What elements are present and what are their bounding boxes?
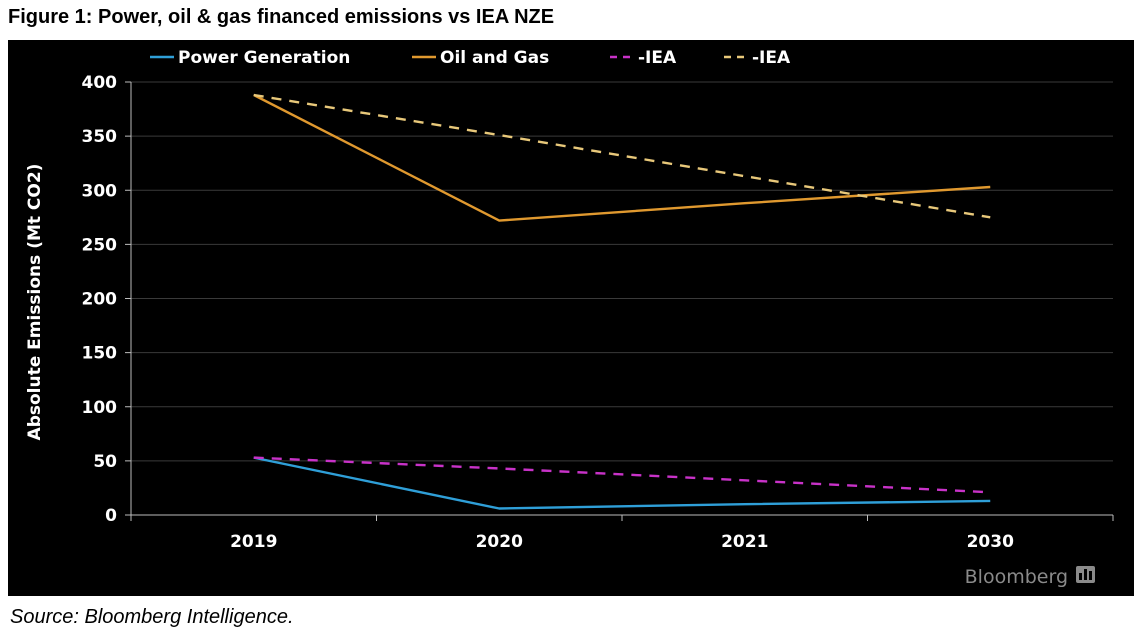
series-line-2 [253, 93, 991, 222]
y-tick-label: 0 [105, 506, 117, 526]
series-line-1 [253, 456, 991, 510]
legend: Power Generation Oil and Gas -IEA -IEA [150, 48, 791, 68]
figure-title: Figure 1: Power, oil & gas financed emis… [8, 6, 555, 28]
y-tick-label: 150 [82, 344, 118, 364]
series-line-4 [253, 93, 991, 219]
y-tick-label: 350 [82, 127, 118, 147]
legend-label: -IEA [752, 48, 791, 68]
emissions-line-chart: 0 50 100 150 200 250 300 350 400 2019 2020 2021 2030… [25, 48, 1114, 588]
series-lines [253, 93, 991, 510]
axes: 0 50 100 150 200 250 300 350 400 2019 2020 2021 2030 [82, 73, 1114, 552]
x-tick-label: 2021 [721, 532, 768, 552]
legend-label: Power Generation [178, 48, 350, 68]
source-note: Source: Bloomberg Intelligence. [10, 606, 294, 628]
series-line-3 [253, 456, 991, 494]
bloomberg-logo-icon [1076, 566, 1095, 583]
y-tick-label: 200 [82, 290, 118, 310]
x-tick-label: 2030 [967, 532, 1014, 552]
x-tick-label: 2020 [476, 532, 523, 552]
x-tick-label: 2019 [230, 532, 277, 552]
gridlines [131, 81, 1113, 462]
bloomberg-logo: Bloomberg [965, 566, 1095, 588]
y-tick-label: 100 [82, 398, 118, 418]
watermark-text: Bloomberg [965, 566, 1068, 588]
y-tick-label: 300 [82, 181, 118, 201]
y-tick-label: 50 [93, 452, 117, 472]
legend-label: -IEA [638, 48, 677, 68]
legend-label: Oil and Gas [440, 48, 549, 68]
y-tick-label: 400 [82, 73, 118, 93]
y-tick-label: 250 [82, 235, 118, 255]
chart-container: 0 50 100 150 200 250 300 350 400 2019 2020 2021 2030… [8, 40, 1134, 596]
y-axis-label: Absolute Emissions (Mt CO2) [25, 164, 45, 441]
